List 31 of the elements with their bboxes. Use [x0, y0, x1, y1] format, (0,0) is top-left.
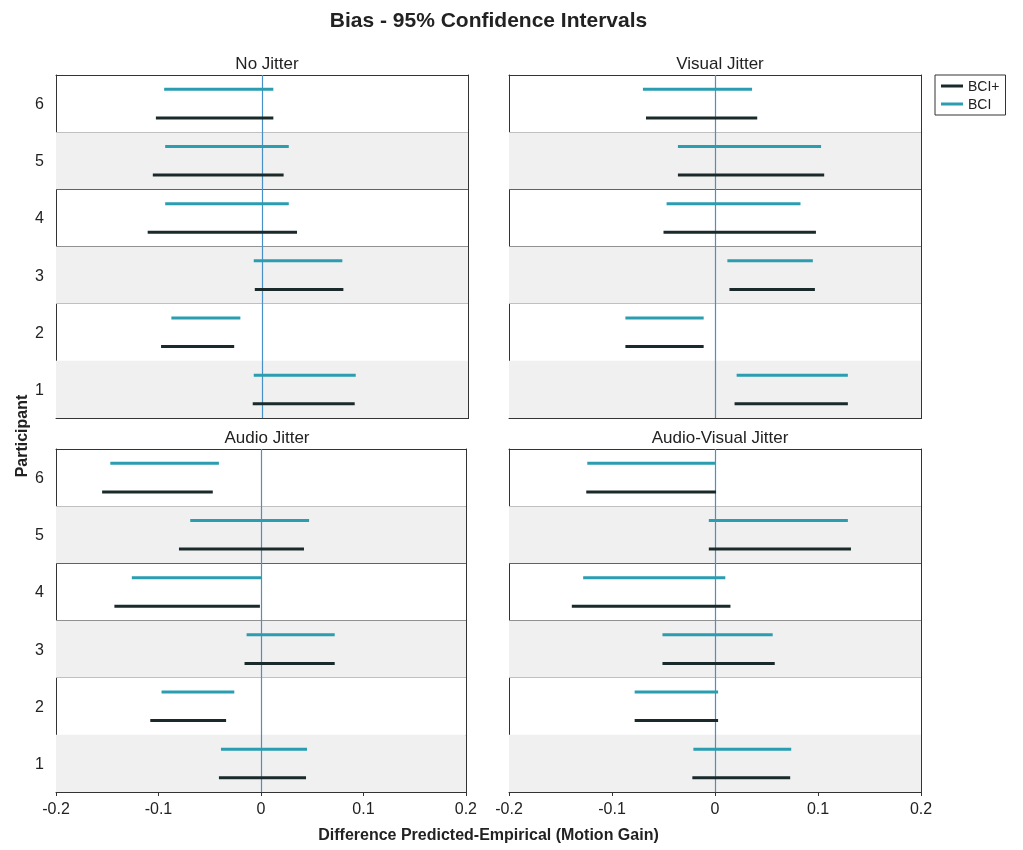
- y-tick-label: 1: [35, 754, 45, 772]
- x-tick-label: -0.2: [42, 799, 70, 817]
- y-tick-label: 5: [35, 526, 45, 544]
- chart-title: Audio Jitter: [224, 428, 310, 447]
- x-tick-label: -0.2: [495, 799, 523, 817]
- y-tick-label: 2: [35, 697, 45, 715]
- y-tick-label: 4: [35, 209, 45, 227]
- y-tick-label: 3: [35, 640, 45, 658]
- x-tick-label: 0: [710, 799, 720, 817]
- x-tick-label: 0: [256, 799, 266, 817]
- y-tick-label: 4: [35, 583, 45, 601]
- y-tick-label: 6: [35, 469, 45, 487]
- y-tick-label: 1: [35, 380, 45, 398]
- x-tick-label: 0.1: [806, 799, 830, 817]
- y-axis-title: Participant: [13, 394, 31, 478]
- chart-title: Visual Jitter: [676, 54, 765, 73]
- legend-label: BCI: [968, 96, 992, 112]
- legend-label: BCI+: [968, 78, 1000, 94]
- y-tick-label: 3: [35, 266, 45, 284]
- y-tick-label: 2: [35, 323, 45, 341]
- x-axis-title: Difference Predicted-Empirical (Motion Gain): [317, 826, 660, 844]
- y-tick-label: 6: [35, 95, 45, 113]
- x-tick-label: 0.2: [454, 799, 478, 817]
- x-tick-label: -0.1: [144, 799, 173, 817]
- y-tick-label: 5: [35, 152, 45, 170]
- x-tick-label: -0.1: [598, 799, 626, 817]
- chart-title: No Jitter: [235, 54, 299, 73]
- x-tick-label: 0.2: [909, 799, 933, 817]
- text: Bias - 95% Confidence Intervals: [328, 8, 649, 32]
- x-tick-label: 0.1: [352, 799, 375, 817]
- chart-title: Audio-Visual Jitter: [651, 428, 789, 447]
